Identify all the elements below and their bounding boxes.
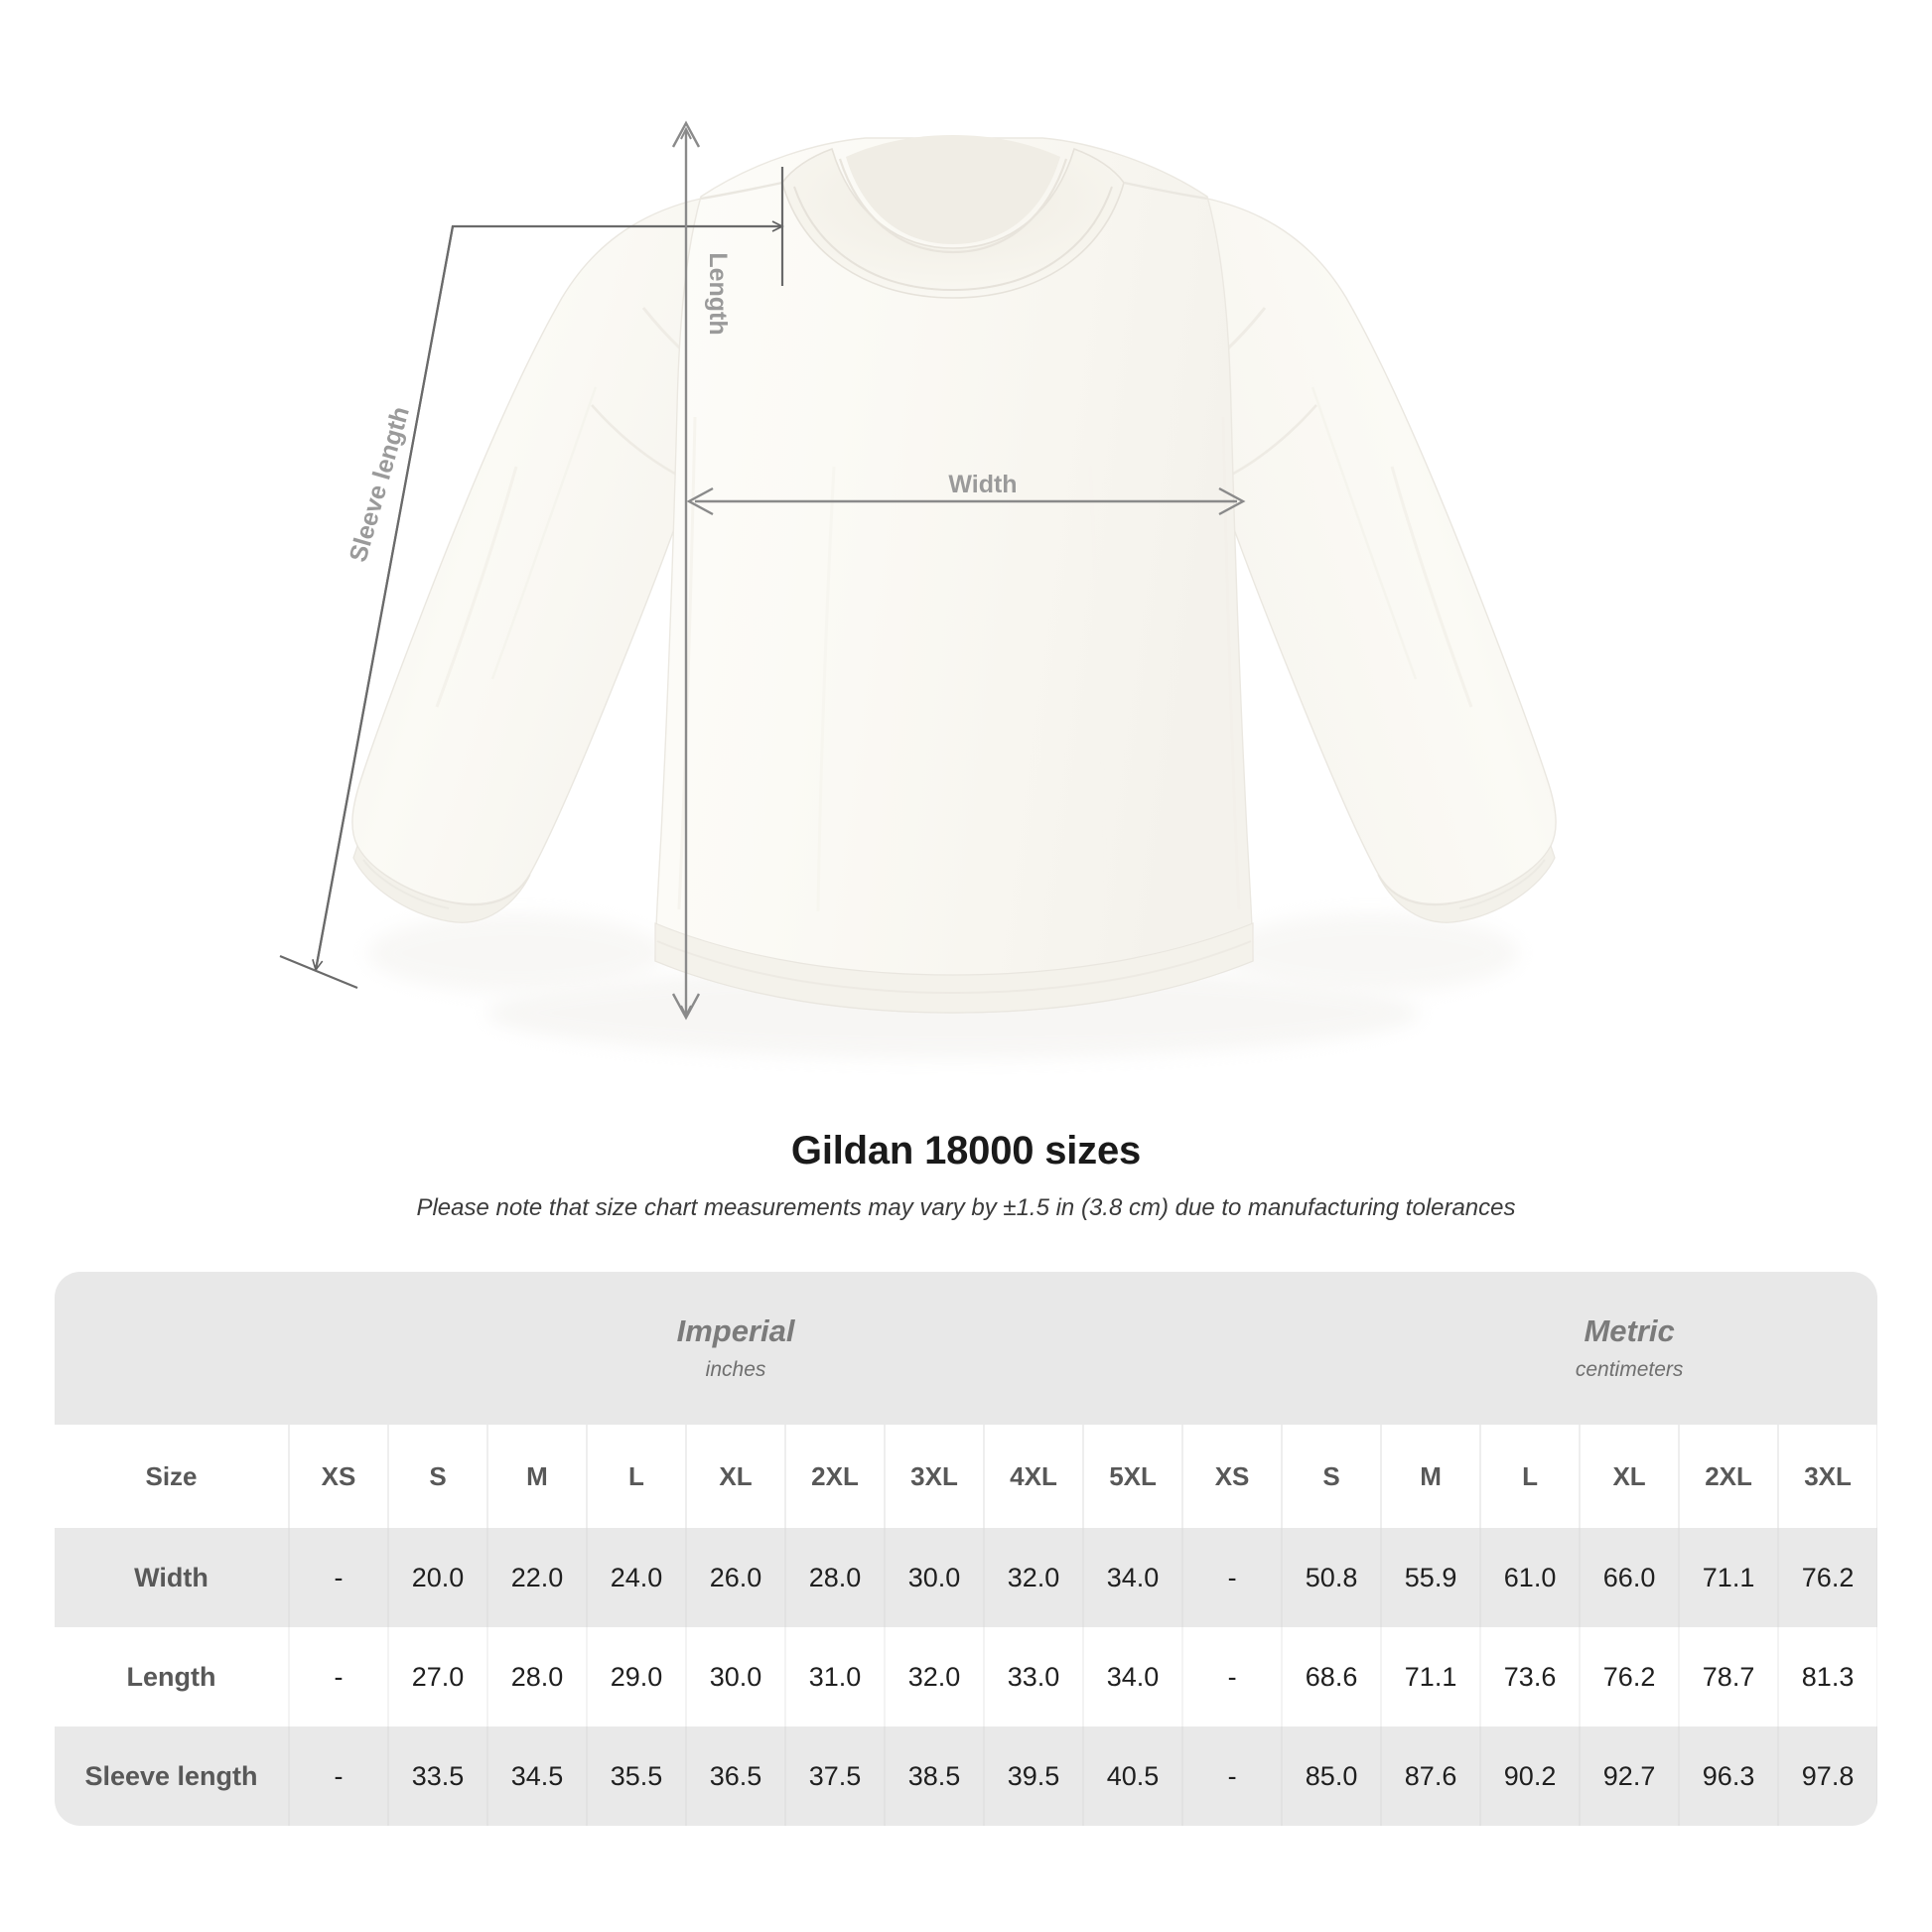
unit-group-name: Imperial (676, 1312, 795, 1348)
column-header-s-imperial: S (387, 1425, 487, 1528)
cell-length-imperial-m: 28.0 (486, 1627, 587, 1726)
cell-width-imperial-5xl: 34.0 (1081, 1528, 1183, 1627)
cell-length-imperial-4xl: 33.0 (983, 1627, 1083, 1726)
cell-length-metric-l: 73.6 (1479, 1627, 1581, 1726)
cell-width-metric-xl: 66.0 (1579, 1528, 1680, 1627)
unit-group-name: Metric (1584, 1312, 1675, 1348)
width-annotation (686, 486, 1246, 516)
column-header-4xl-imperial: 4XL (983, 1425, 1083, 1528)
column-header-l-metric: L (1479, 1425, 1581, 1528)
cell-length-metric-xl: 76.2 (1579, 1627, 1680, 1726)
cell-length-imperial-3xl: 32.0 (884, 1627, 984, 1726)
size-header-row: SizeXSSMLXL2XL3XL4XL5XLXSSMLXL2XL3XL4XL5… (55, 1425, 1877, 1528)
column-header-s-metric: S (1281, 1425, 1382, 1528)
size-chart-table: Imperial inches Metric centimeters Size XS S M L… (55, 1272, 1877, 1826)
cell-length-imperial-l: 29.0 (586, 1627, 686, 1726)
unit-group-metric: Metric centimeters (1182, 1272, 1877, 1425)
column-header-2xl-imperial: 2XL (784, 1425, 885, 1528)
cell-sleeve-length-imperial-5xl: 40.5 (1081, 1726, 1183, 1826)
cell-sleeve-length-metric-m: 87.6 (1380, 1726, 1481, 1826)
cell-length-imperial-s: 27.0 (387, 1627, 487, 1726)
cell-width-imperial-2xl: 28.0 (784, 1528, 885, 1627)
column-header-m-imperial: M (486, 1425, 587, 1528)
column-header-size: Size (55, 1425, 289, 1528)
unit-row-spacer (55, 1272, 289, 1425)
tolerance-note: Please note that size chart measurements… (416, 1194, 1516, 1221)
cell-sleeve-length-imperial-l: 35.5 (586, 1726, 686, 1826)
cell-sleeve-length-imperial-3xl: 38.5 (884, 1726, 984, 1826)
cell-sleeve-length-metric-l: 90.2 (1479, 1726, 1581, 1826)
unit-group-sub: centimeters (1575, 1358, 1684, 1382)
column-header-3xl-metric: 3XL (1777, 1425, 1877, 1528)
cell-sleeve-length-metric-s: 85.0 (1281, 1726, 1382, 1826)
column-header-xl-imperial: XL (685, 1425, 785, 1528)
collar (700, 135, 1208, 299)
cell-length-metric-2xl: 78.7 (1678, 1627, 1779, 1726)
left-sleeve (351, 198, 726, 923)
unit-group-row: Imperial inches Metric centimeters (55, 1272, 1877, 1425)
cell-sleeve-length-imperial-2xl: 37.5 (784, 1726, 885, 1826)
column-header-xs-imperial: XS (288, 1425, 388, 1528)
table-row: Sleeve length -33.5 34.5 35.5 36.5 37.5 38.5 39… (55, 1726, 1877, 1826)
unit-group-imperial: Imperial inches (289, 1272, 1183, 1425)
table-row: Width -20.0 22.0 24.0 26.0 28.0 30.0 32.0 34.0-5… (55, 1528, 1877, 1627)
cell-width-imperial-4xl: 32.0 (983, 1528, 1083, 1627)
column-header-2xl-metric: 2XL (1678, 1425, 1779, 1528)
page-title: Gildan 18000 sizes (790, 1129, 1142, 1173)
cell-sleeve-length-imperial-4xl: 39.5 (983, 1726, 1083, 1826)
column-header-m-metric: M (1380, 1425, 1481, 1528)
cell-length-metric-xs: - (1181, 1627, 1283, 1726)
table-row: Length -27.0 28.0 29.0 30.0 31.0 32.0 33.0 34.0-… (55, 1627, 1877, 1726)
cell-sleeve-length-metric-3xl: 97.8 (1777, 1726, 1877, 1826)
cell-length-imperial-2xl: 31.0 (784, 1627, 885, 1726)
column-header-3xl-imperial: 3XL (884, 1425, 984, 1528)
product-photo-area: Sleeve length Length Width (279, 120, 1557, 1058)
length-label: Length (704, 252, 732, 335)
cell-width-metric-2xl: 71.1 (1678, 1528, 1779, 1627)
cell-sleeve-length-metric-xs: - (1181, 1726, 1283, 1826)
cell-length-imperial-xl: 30.0 (685, 1627, 785, 1726)
cell-width-metric-l: 61.0 (1479, 1528, 1581, 1627)
cell-sleeve-length-metric-2xl: 96.3 (1678, 1726, 1779, 1826)
cell-width-imperial-xl: 26.0 (685, 1528, 785, 1627)
cell-width-metric-m: 55.9 (1380, 1528, 1481, 1627)
cell-length-metric-s: 68.6 (1281, 1627, 1382, 1726)
column-header-l-imperial: L (586, 1425, 686, 1528)
cell-width-imperial-m: 22.0 (486, 1528, 587, 1627)
cell-width-imperial-xs: - (288, 1528, 388, 1627)
cell-sleeve-length-imperial-s: 33.5 (387, 1726, 487, 1826)
cell-sleeve-length-imperial-xl: 36.5 (685, 1726, 785, 1826)
cell-width-imperial-3xl: 30.0 (884, 1528, 984, 1627)
column-header-xl-metric: XL (1579, 1425, 1680, 1528)
width-label: Width (948, 471, 1017, 498)
cell-width-metric-s: 50.8 (1281, 1528, 1382, 1627)
cell-sleeve-length-imperial-m: 34.5 (486, 1726, 587, 1826)
cell-length-metric-m: 71.1 (1380, 1627, 1481, 1726)
cell-width-metric-3xl: 76.2 (1777, 1528, 1877, 1627)
cell-width-metric-xs: - (1181, 1528, 1283, 1627)
row-label-length: Length (55, 1627, 289, 1726)
size-chart-table-container: Imperial inches Metric centimeters Size XS S M L… (55, 1272, 1877, 1826)
cell-length-metric-3xl: 81.3 (1777, 1627, 1877, 1726)
cell-sleeve-length-imperial-xs: - (288, 1726, 388, 1826)
row-label-sleeve-length: Sleeve length (55, 1726, 289, 1826)
unit-group-sub: inches (705, 1358, 766, 1382)
column-header-xs-metric: XS (1181, 1425, 1283, 1528)
cell-width-imperial-l: 24.0 (586, 1528, 686, 1627)
cell-width-imperial-s: 20.0 (387, 1528, 487, 1627)
length-annotation (671, 120, 701, 1021)
sweatshirt-diagram: Sleeve length Length Width (279, 120, 1557, 1058)
column-header-5xl-imperial: 5XL (1081, 1425, 1183, 1528)
cell-length-imperial-xs: - (288, 1627, 388, 1726)
sleeve-length-annotation (279, 167, 784, 990)
cell-length-imperial-5xl: 34.0 (1081, 1627, 1183, 1726)
cell-sleeve-length-metric-xl: 92.7 (1579, 1726, 1680, 1826)
row-label-width: Width (55, 1528, 289, 1627)
